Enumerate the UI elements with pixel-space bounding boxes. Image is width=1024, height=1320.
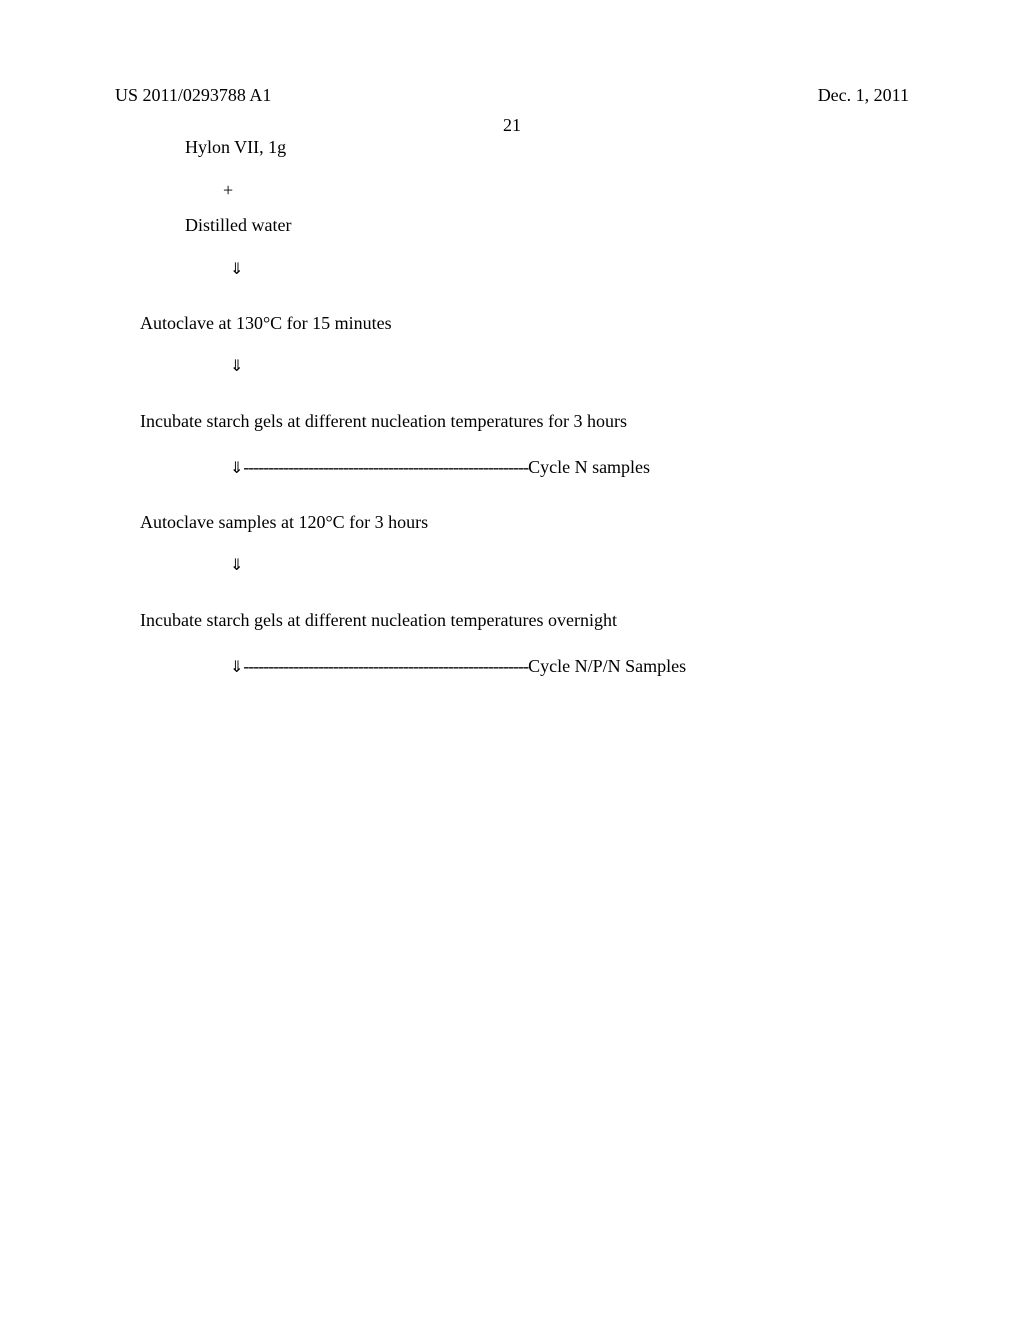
- cycle-n-label: Cycle N samples: [528, 457, 650, 477]
- down-arrow-icon: ⇓: [230, 555, 243, 577]
- step-water: Distilled water: [115, 213, 929, 238]
- arrow-1: ⇓: [115, 247, 929, 293]
- dash-line: ----------------------------------------…: [243, 656, 528, 676]
- plus-symbol: +: [115, 168, 929, 213]
- cycle-npn-line: ⇓---------------------------------------…: [115, 645, 929, 691]
- down-arrow-icon: ⇓: [230, 657, 243, 679]
- step-autoclave-130: Autoclave at 130°C for 15 minutes: [115, 311, 929, 336]
- down-arrow-icon: ⇓: [230, 259, 243, 281]
- patent-number: US 2011/0293788 A1: [115, 85, 271, 106]
- step-hylon: Hylon VII, 1g: [115, 135, 929, 160]
- step-incubate-overnight: Incubate starch gels at different nuclea…: [115, 608, 929, 633]
- arrow-2: ⇓: [115, 344, 929, 390]
- step-incubate-3h: Incubate starch gels at different nuclea…: [115, 409, 929, 434]
- down-arrow-icon: ⇓: [230, 356, 243, 378]
- publication-date: Dec. 1, 2011: [818, 85, 909, 106]
- step-autoclave-120: Autoclave samples at 120°C for 3 hours: [115, 510, 929, 535]
- cycle-n-line: ⇓---------------------------------------…: [115, 446, 929, 492]
- cycle-npn-label: Cycle N/P/N Samples: [528, 656, 686, 676]
- page-container: US 2011/0293788 A1 Dec. 1, 2011 21 Hylon…: [0, 0, 1024, 1320]
- page-number: 21: [503, 115, 521, 136]
- content-body: Hylon VII, 1g + Distilled water ⇓ Autocl…: [115, 135, 929, 703]
- arrow-3: ⇓: [115, 543, 929, 589]
- dash-line: ----------------------------------------…: [243, 457, 528, 477]
- down-arrow-icon: ⇓: [230, 458, 243, 480]
